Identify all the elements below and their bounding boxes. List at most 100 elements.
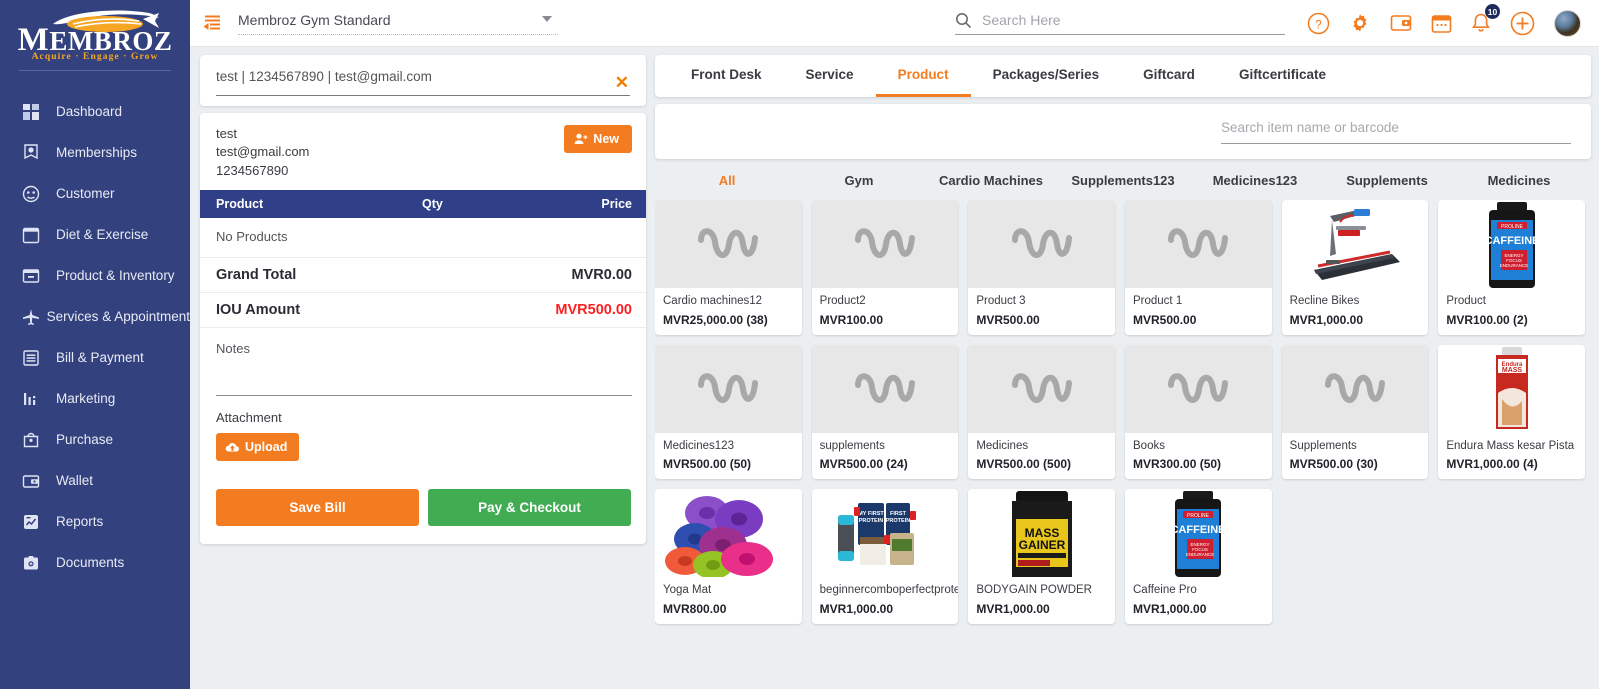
tab-giftcertificate[interactable]: Giftcertificate (1217, 55, 1348, 97)
product-price: MVR100.00 (2) (1446, 312, 1528, 327)
tab-giftcard[interactable]: Giftcard (1121, 55, 1217, 97)
product-image-placeholder (811, 344, 959, 433)
product-name: Yoga Mat (663, 584, 712, 597)
product-name: Product 1 (1133, 295, 1183, 307)
item-search-input[interactable]: Search item name or barcode (1221, 119, 1571, 144)
column-price: Price (601, 197, 632, 212)
global-search[interactable]: Search Here (955, 12, 1285, 35)
product-price: MVR300.00 (50) (1133, 457, 1222, 472)
menu-collapse-icon[interactable] (190, 14, 234, 32)
product-grid-scroll[interactable]: Cardio machines12 MVR25,000.00 (38) Produc… (655, 200, 1591, 689)
help-icon[interactable]: ? (1307, 12, 1330, 35)
category-all[interactable]: All (718, 173, 736, 188)
product-card[interactable]: Supplements MVR500.00 (30) (1281, 344, 1429, 480)
notes-input[interactable] (216, 356, 632, 397)
category-medicines[interactable]: Medicines (1487, 173, 1551, 188)
product-card[interactable]: Cardio machines12 MVR25,000.00 (38) (655, 200, 802, 335)
category-supplements123[interactable]: Supplements123 (1071, 173, 1175, 188)
plus-icon[interactable] (1510, 11, 1535, 36)
product-card[interactable]: PROLINE CAFFEINE ENERGY FOCUS ENDURANCE Caffe… (1125, 489, 1272, 624)
app-logo[interactable]: MEMBROZ Acquire · Engage · Grow (0, 0, 190, 81)
sidebar: MEMBROZ Acquire · Engage · Grow Dashboar… (0, 0, 190, 689)
product-card[interactable]: Medicines123 MVR500.00 (50) (655, 344, 802, 480)
sidebar-item-product-inventory[interactable]: Product & Inventory (0, 255, 190, 296)
svg-text:ENDURANCE: ENDURANCE (1499, 263, 1528, 268)
product-card[interactable]: supplements MVR500.00 (24) (811, 344, 959, 480)
product-card[interactable]: Product 1 MVR500.00 (1125, 200, 1272, 335)
product-card[interactable]: Recline Bikes MVR1,000.00 (1281, 200, 1429, 335)
new-customer-button[interactable]: New (564, 125, 632, 153)
product-meta: Product 3 MVR500.00 (968, 288, 1115, 335)
product-card[interactable]: Medicines MVR500.00 (500) (968, 344, 1115, 480)
sidebar-item-label: Marketing (56, 391, 116, 406)
category-medicines123[interactable]: Medicines123 (1212, 173, 1298, 188)
sidebar-item-bill-payment[interactable]: Bill & Payment (0, 337, 190, 378)
tab-front-desk[interactable]: Front Desk (669, 55, 784, 97)
sidebar-item-diet-exercise[interactable]: Diet & Exercise (0, 214, 190, 255)
customer-search-field[interactable]: test | 1234567890 | test@gmail.com ✕ (200, 55, 646, 106)
branch-select[interactable]: Membroz Gym Standard (238, 12, 558, 35)
image-placeholder-icon (698, 228, 759, 258)
product-card[interactable]: MASS GAINER BODYGAIN POWDER MVR1,000.00 (968, 489, 1115, 624)
product-image: PROLINE CAFFEINE ENERGY FOCUS ENDURANCE (1125, 489, 1272, 578)
top-bar: Membroz Gym Standard Search Here ? (190, 0, 1599, 47)
sidebar-item-label: Documents (56, 555, 125, 570)
logo-wordmark: MEMBROZ (17, 22, 173, 58)
svg-text:ENERGY: ENERGY (1504, 253, 1523, 258)
svg-text:CAFFEINE: CAFFEINE (1171, 524, 1226, 536)
global-search-placeholder: Search Here (982, 12, 1061, 28)
sidebar-item-memberships[interactable]: Memberships (0, 132, 190, 173)
logo-divider (19, 70, 171, 71)
sidebar-item-marketing[interactable]: Marketing (0, 378, 190, 419)
tab-product[interactable]: Product (875, 55, 971, 97)
tab-packages-series[interactable]: Packages/Series (971, 55, 1122, 97)
close-icon[interactable]: ✕ (614, 73, 629, 92)
iou-amount-row: IOU Amount MVR500.00 (200, 292, 646, 327)
sidebar-item-reports[interactable]: Reports (0, 501, 190, 542)
category-cardio-machines[interactable]: Cardio Machines (938, 173, 1044, 188)
sidebar-item-services-appointment[interactable]: Services & Appointment (0, 296, 190, 337)
product-card[interactable]: Yoga Mat MVR800.00 (655, 489, 802, 624)
calendar-icon[interactable] (1431, 13, 1452, 34)
product-image-placeholder (1281, 344, 1429, 433)
product-card[interactable]: Endura MASS Endura Mass kesar Pista MVR1,00… (1438, 344, 1585, 480)
gear-icon[interactable] (1349, 12, 1371, 34)
bell-icon[interactable]: 10 (1471, 4, 1500, 34)
upload-button[interactable]: Upload (216, 433, 300, 462)
product-image-placeholder (811, 200, 959, 288)
category-gym[interactable]: Gym (844, 173, 874, 188)
upload-label: Upload (245, 440, 288, 455)
product-card[interactable]: PROLINE CAFFEINE ENERGY FOCUS ENDURANCE Produ… (1438, 200, 1585, 335)
sidebar-item-dashboard[interactable]: Dashboard (0, 91, 190, 132)
product-card[interactable]: Books MVR300.00 (50) (1125, 344, 1272, 480)
product-name: Product2 (819, 295, 866, 307)
logo-tagline: Acquire · Engage · Grow (31, 52, 159, 62)
product-name: Product (1446, 295, 1486, 307)
svg-text:FOCUS: FOCUS (1192, 547, 1208, 552)
report-icon (22, 513, 50, 531)
category-supplements[interactable]: Supplements (1346, 173, 1428, 188)
sidebar-item-wallet[interactable]: Wallet (0, 460, 190, 501)
wallet-icon[interactable] (1390, 13, 1412, 33)
product-meta: Product MVR100.00 (2) (1438, 288, 1585, 335)
product-card[interactable]: Product2 MVR100.00 (811, 200, 959, 335)
sidebar-item-customer[interactable]: Customer (0, 173, 190, 214)
dashboard-icon (22, 103, 50, 121)
save-bill-button[interactable]: Save Bill (216, 489, 419, 527)
sidebar-item-purchase[interactable]: Purchase (0, 419, 190, 460)
product-name: Caffeine Pro (1133, 584, 1197, 597)
main-area: Membroz Gym Standard Search Here ? (190, 0, 1599, 689)
product-grid: Cardio machines12 MVR25,000.00 (38) Produc… (655, 200, 1585, 638)
tab-service[interactable]: Service (784, 55, 876, 97)
product-name: Product 3 (976, 295, 1026, 307)
sidebar-item-documents[interactable]: Documents (0, 542, 190, 583)
pay-checkout-button[interactable]: Pay & Checkout (428, 489, 631, 527)
content-area: test | 1234567890 | test@gmail.com ✕ tes… (190, 47, 1599, 689)
product-card[interactable]: MY FIRST PROTEIN FIRST PROTEIN beginnercombo… (811, 489, 959, 624)
image-placeholder-icon (1168, 228, 1229, 258)
grand-total-row: Grand Total MVR0.00 (200, 257, 646, 292)
product-image: MASS GAINER (968, 489, 1115, 578)
product-card[interactable]: Product 3 MVR500.00 (968, 200, 1115, 335)
product-price: MVR500.00 (30) (1289, 457, 1378, 472)
user-avatar[interactable] (1554, 9, 1581, 37)
